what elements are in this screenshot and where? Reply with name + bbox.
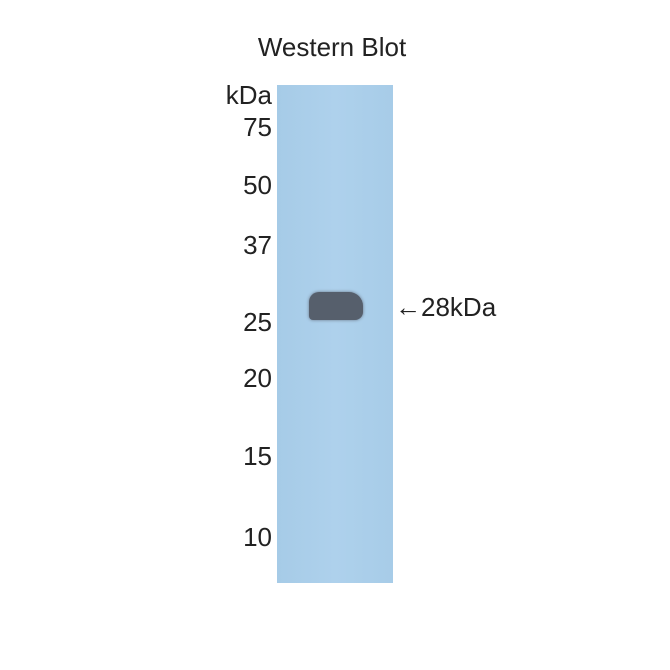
marker-75: 75 [243, 112, 272, 142]
marker-50: 50 [243, 170, 272, 200]
marker-25: 25 [243, 307, 272, 337]
marker-10: 10 [243, 522, 272, 552]
blot-membrane [277, 85, 393, 583]
marker-20: 20 [243, 363, 272, 393]
figure-title: Western Blot [0, 32, 670, 63]
protein-band [309, 292, 363, 320]
band-annotation: ←28kDa [395, 292, 497, 322]
title-text: Western Blot [257, 32, 407, 62]
unit-label: kDa [225, 80, 272, 110]
marker-37: 37 [243, 230, 272, 260]
marker-15: 15 [243, 441, 272, 471]
